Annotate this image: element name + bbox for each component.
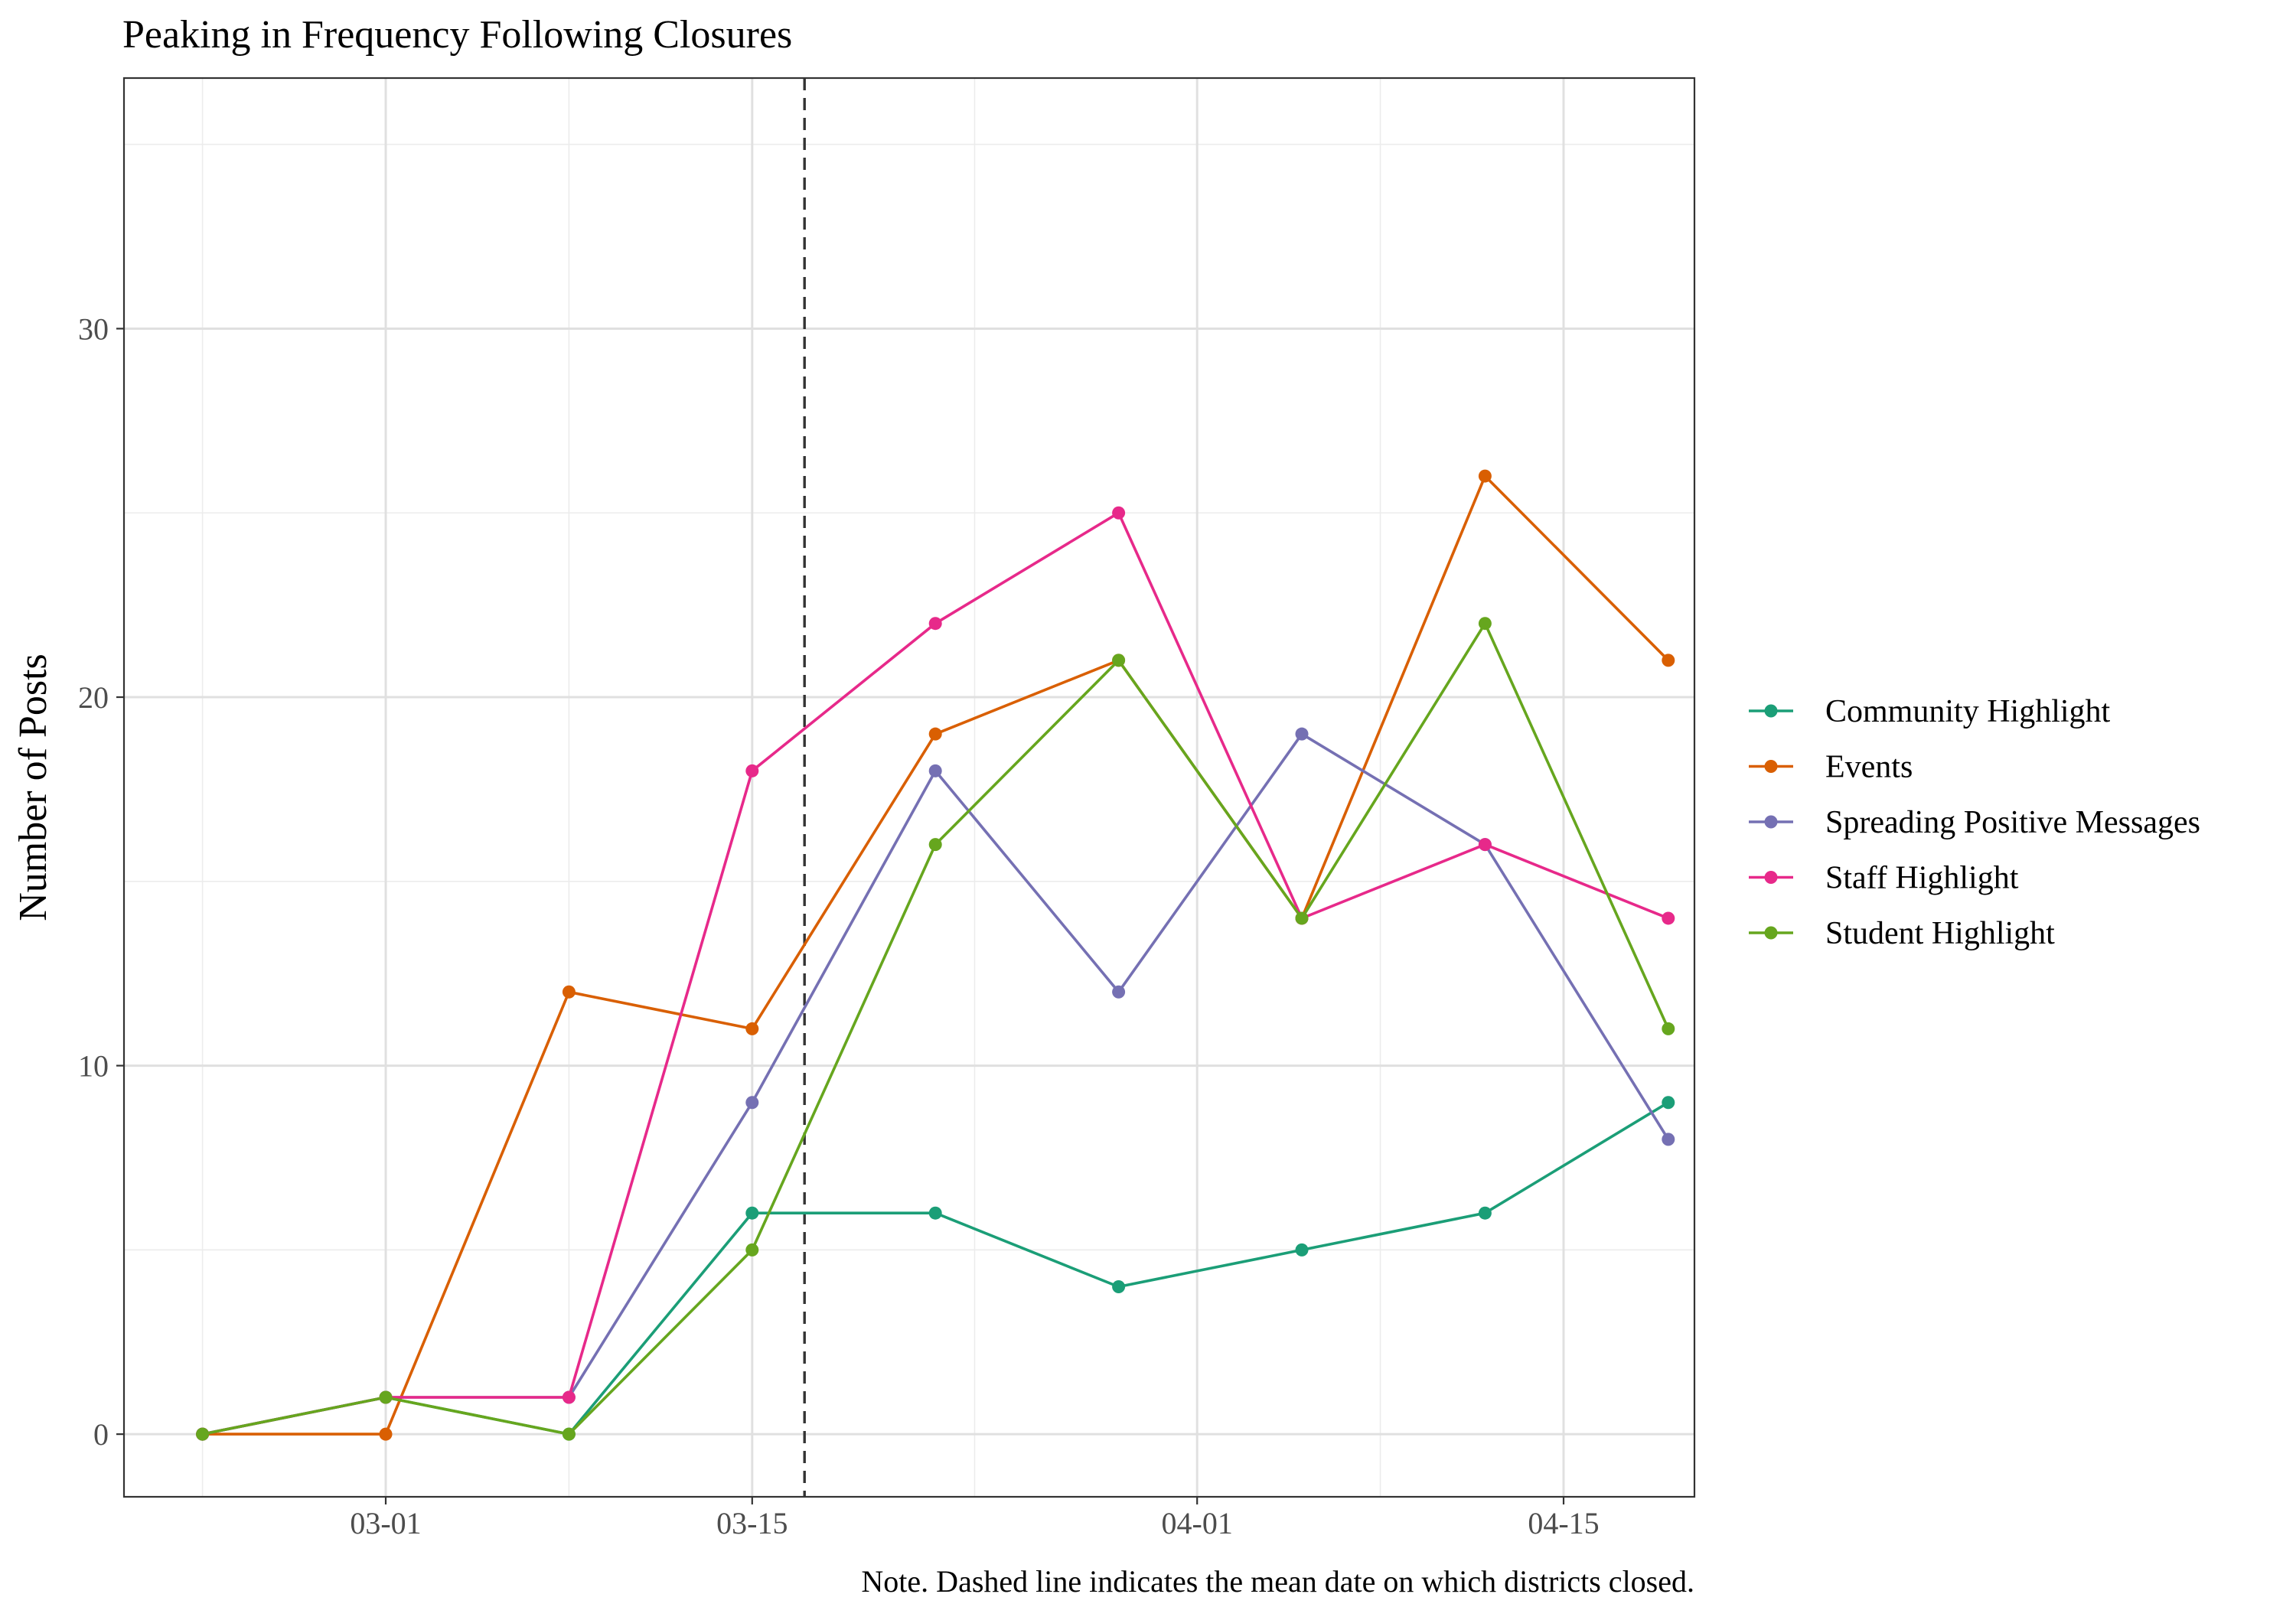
data-point-2-8: [1662, 1133, 1675, 1146]
data-point-2-6: [1295, 727, 1309, 741]
data-point-3-5: [1112, 506, 1126, 520]
series-line-0: [202, 1101, 1669, 1436]
legend-key-point-1: [1764, 760, 1778, 773]
data-point-4-5: [1112, 654, 1126, 667]
data-point-3-2: [562, 1390, 576, 1404]
data-point-4-3: [745, 1243, 759, 1257]
minor-gridlines: [124, 78, 1694, 1497]
data-point-1-2: [562, 985, 576, 999]
y-tick-label: 20: [78, 680, 109, 715]
x-tick-label: 04-15: [1528, 1506, 1599, 1540]
y-axis-label: Number of Posts: [11, 654, 55, 921]
legend-key-point-0: [1764, 704, 1778, 718]
series-line-3: [202, 511, 1669, 1436]
legend: Community Highlight Events Spreading Posit…: [1749, 694, 2200, 951]
legend-label-4: Student Highlight: [1825, 916, 2055, 951]
data-point-3-8: [1662, 911, 1675, 925]
series-points: [196, 469, 1675, 1441]
chart-note: Note. Dashed line indicates the mean dat…: [861, 1564, 1694, 1599]
legend-label-3: Staff Highlight: [1825, 861, 2019, 896]
data-point-0-8: [1662, 1096, 1675, 1110]
legend-label-2: Spreading Positive Messages: [1825, 805, 2200, 840]
x-axis: 03-01 03-15 04-01 04-15: [350, 1497, 1600, 1540]
major-gridlines: [124, 78, 1694, 1497]
chart-title: Peaking in Frequency Following Closures: [122, 13, 792, 57]
x-tick-label: 03-01: [350, 1506, 421, 1540]
data-point-0-5: [1112, 1280, 1126, 1294]
x-tick-label: 03-15: [716, 1506, 788, 1540]
data-point-3-7: [1478, 838, 1492, 852]
data-point-3-4: [928, 617, 942, 631]
data-point-0-6: [1295, 1243, 1309, 1257]
data-point-3-3: [745, 764, 759, 777]
data-point-2-4: [928, 764, 942, 777]
legend-label-0: Community Highlight: [1825, 694, 2111, 729]
data-point-4-4: [928, 838, 942, 852]
data-point-0-3: [745, 1206, 759, 1220]
data-point-1-7: [1478, 469, 1492, 483]
data-point-4-6: [1295, 911, 1309, 925]
data-point-1-1: [379, 1427, 393, 1441]
data-point-2-5: [1112, 985, 1126, 999]
data-point-4-7: [1478, 617, 1492, 631]
data-point-1-3: [745, 1022, 759, 1035]
data-point-4-1: [379, 1390, 393, 1404]
legend-key-point-3: [1764, 871, 1778, 884]
legend-key-point-4: [1764, 926, 1778, 940]
data-point-4-0: [196, 1427, 210, 1441]
data-point-1-4: [928, 727, 942, 741]
data-point-0-4: [928, 1206, 942, 1220]
data-point-4-8: [1662, 1022, 1675, 1035]
plot-panel-border: [122, 77, 1696, 1498]
legend-key-point-2: [1764, 815, 1778, 829]
data-point-2-3: [745, 1096, 759, 1110]
series-line-4: [202, 621, 1670, 1436]
x-tick-label: 04-01: [1162, 1506, 1233, 1540]
y-tick-label: 30: [78, 311, 109, 346]
y-axis: 0 10 20 30: [78, 311, 124, 1452]
y-tick-label: 0: [93, 1417, 109, 1452]
y-tick-label: 10: [78, 1049, 109, 1084]
data-point-4-2: [562, 1427, 576, 1441]
legend-label-1: Events: [1825, 750, 1913, 785]
data-point-1-8: [1662, 654, 1675, 667]
data-point-0-7: [1478, 1206, 1492, 1220]
